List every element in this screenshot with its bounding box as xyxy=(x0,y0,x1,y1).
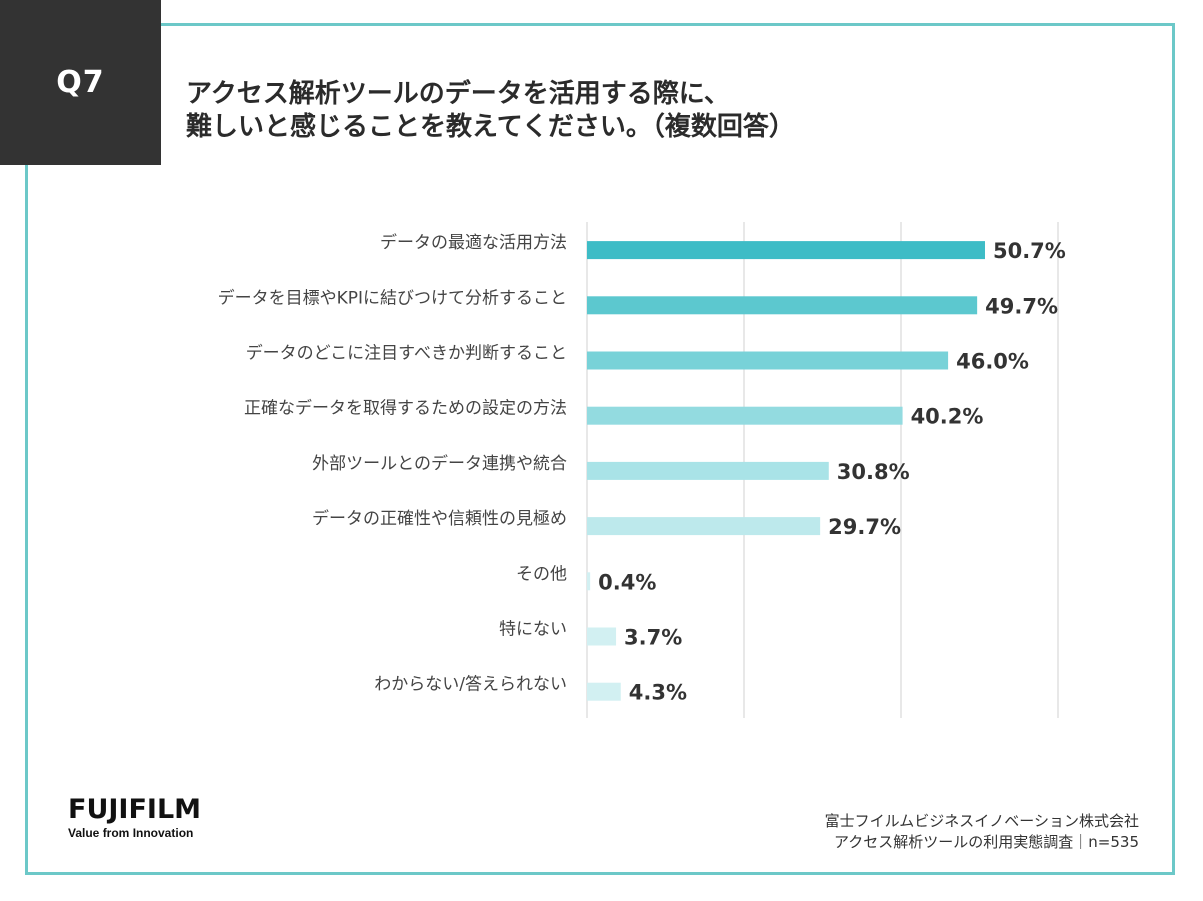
source-line-1: 富士フイルムビジネスイノベーション株式会社 xyxy=(824,812,1139,830)
chart-frame xyxy=(25,23,1175,875)
bar xyxy=(587,241,985,260)
value-label: 49.7% xyxy=(985,294,1058,318)
chart-title: アクセス解析ツールのデータを活用する際に、 難しいと感じることを教えてください。… xyxy=(186,78,1146,144)
title-line-2: 難しいと感じることを教えてください。（複数回答） xyxy=(186,112,795,142)
value-label: 50.7% xyxy=(993,239,1066,263)
category-label: データを目標やKPIに結びつけて分析すること xyxy=(218,287,567,308)
bar xyxy=(587,406,903,425)
value-label: 30.8% xyxy=(837,460,910,484)
bar xyxy=(587,572,591,591)
category-label: データのどこに注目すべきか判断すること xyxy=(246,343,567,364)
value-label: 29.7% xyxy=(828,515,901,539)
value-label: 40.2% xyxy=(911,405,984,429)
category-label: わからない/答えられない xyxy=(374,675,567,695)
bar xyxy=(587,296,978,315)
value-label: 4.3% xyxy=(629,681,687,705)
value-label: 0.4% xyxy=(598,570,656,594)
bar xyxy=(587,351,949,370)
category-label: 特にない xyxy=(499,620,567,640)
category-label: データの正確性や信頼性の見極め xyxy=(312,508,567,529)
bars xyxy=(587,241,985,701)
bar xyxy=(587,461,829,480)
logo-tagline: Value from Innovation xyxy=(68,826,194,840)
source-note: 富士フイルムビジネスイノベーション株式会社 アクセス解析ツールの利用実態調査｜n… xyxy=(825,811,1139,853)
category-label: 正確なデータを取得するための設定の方法 xyxy=(244,398,567,419)
value-labels: 50.7% 49.7% 46.0% 40.2% 30.8% 29.7% 0.4% 3.7% 4.… xyxy=(598,239,1066,705)
category-label: その他 xyxy=(516,564,567,584)
fujifilm-logo: FUJIFILM Value from Innovation xyxy=(68,794,202,841)
category-label: データの最適な活用方法 xyxy=(380,232,567,253)
value-label: 46.0% xyxy=(956,350,1029,374)
category-label: 外部ツールとのデータ連携や統合 xyxy=(312,453,567,474)
bar xyxy=(587,517,821,536)
logo-brand: FUJIFILM xyxy=(68,794,202,825)
title-line-1: アクセス解析ツールのデータを活用する際に、 xyxy=(186,79,730,109)
category-labels: データの最適な活用方法データを目標やKPIに結びつけて分析することデータのどこに… xyxy=(218,232,567,695)
question-badge: Q7 xyxy=(0,0,161,165)
bar xyxy=(587,682,621,701)
bar xyxy=(587,627,617,646)
source-line-2: アクセス解析ツールの利用実態調査｜n=535 xyxy=(834,833,1139,851)
value-label: 3.7% xyxy=(624,626,682,650)
